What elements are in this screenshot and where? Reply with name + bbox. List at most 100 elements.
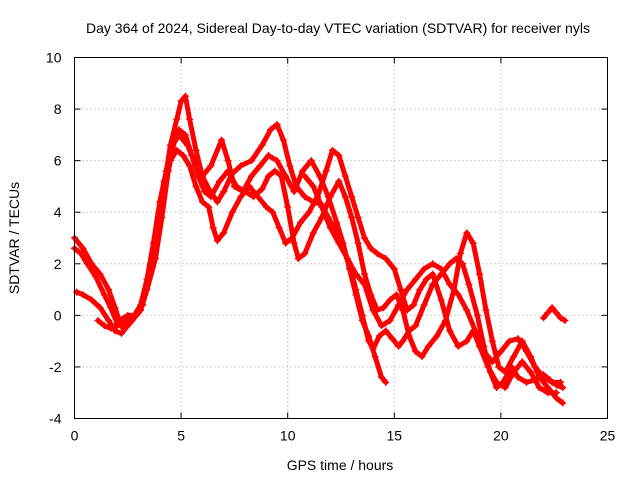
data-point: [309, 229, 317, 237]
data-point: [177, 97, 185, 105]
data-point: [335, 151, 343, 159]
data-point: [380, 304, 388, 312]
data-point: [83, 260, 91, 268]
series-track-6: [540, 304, 569, 325]
data-point: [288, 234, 296, 242]
data-point: [173, 115, 181, 123]
data-point: [77, 249, 85, 257]
data-point: [322, 167, 330, 175]
data-point: [552, 309, 560, 317]
data-traces: [71, 92, 569, 407]
data-point: [286, 162, 294, 170]
data-point: [510, 353, 518, 361]
x-axis-title: GPS time / hours: [287, 457, 394, 473]
data-point: [96, 304, 104, 312]
data-point: [113, 322, 121, 330]
data-point: [488, 337, 496, 345]
data-point: [437, 265, 445, 273]
data-point: [282, 239, 290, 247]
data-point: [405, 332, 413, 340]
data-point: [484, 363, 492, 371]
data-point: [371, 353, 379, 361]
y-tick-label: 8: [54, 101, 62, 117]
data-point: [369, 306, 377, 314]
data-point: [294, 255, 302, 263]
data-point: [265, 172, 273, 180]
data-point: [446, 260, 454, 268]
data-point: [552, 389, 560, 397]
series-track-5: [301, 172, 565, 386]
data-point: [497, 347, 505, 355]
data-point: [230, 182, 238, 190]
data-point: [247, 157, 255, 165]
data-point: [360, 234, 368, 242]
data-point: [527, 368, 535, 376]
data-point: [79, 244, 87, 252]
data-point: [390, 265, 398, 273]
data-point: [433, 332, 441, 340]
x-tick-label: 15: [387, 428, 403, 444]
data-point: [301, 172, 309, 180]
data-point: [403, 286, 411, 294]
data-point: [420, 301, 428, 309]
data-point: [482, 306, 490, 314]
data-point: [162, 167, 170, 175]
data-point: [354, 213, 362, 221]
data-point: [130, 311, 138, 319]
data-point: [373, 249, 381, 257]
y-tick-label: 0: [54, 307, 62, 323]
data-point: [540, 314, 548, 322]
data-point: [365, 332, 373, 340]
x-tick-label: 10: [280, 428, 296, 444]
data-point: [463, 306, 471, 314]
data-point: [544, 389, 552, 397]
data-point: [399, 337, 407, 345]
data-point: [262, 203, 270, 211]
y-tick-label: -2: [49, 359, 62, 375]
data-point: [107, 324, 115, 332]
y-tick-label: -4: [49, 411, 62, 427]
data-point: [412, 322, 420, 330]
data-point: [326, 224, 334, 232]
data-point: [143, 275, 151, 283]
data-point: [239, 188, 247, 196]
data-point: [149, 239, 157, 247]
data-point: [207, 162, 215, 170]
data-point: [409, 301, 417, 309]
data-point: [469, 239, 477, 247]
data-point: [395, 301, 403, 309]
data-point: [301, 249, 309, 257]
data-point: [301, 193, 309, 201]
data-point: [275, 224, 283, 232]
plot-frame: [74, 57, 608, 419]
data-point: [493, 378, 501, 386]
data-point: [186, 162, 194, 170]
data-point: [540, 373, 548, 381]
data-point: [446, 280, 454, 288]
data-point: [207, 193, 215, 201]
data-point: [205, 203, 213, 211]
data-point: [173, 146, 181, 154]
data-point: [224, 157, 232, 165]
data-point: [514, 335, 522, 343]
data-point: [181, 131, 189, 139]
data-point: [220, 229, 228, 237]
data-point: [100, 291, 108, 299]
data-point: [378, 373, 386, 381]
x-tick-label: 5: [177, 428, 185, 444]
data-point: [386, 296, 394, 304]
y-tick-label: 6: [54, 153, 62, 169]
data-point: [354, 239, 362, 247]
data-point: [271, 167, 279, 175]
data-point: [456, 249, 464, 257]
data-point: [501, 384, 509, 392]
data-point: [258, 141, 266, 149]
data-point: [201, 188, 209, 196]
series-line: [72, 93, 566, 391]
data-point: [94, 317, 102, 325]
data-point: [192, 182, 200, 190]
data-point: [557, 314, 565, 322]
data-point: [465, 280, 473, 288]
data-point: [424, 342, 432, 350]
